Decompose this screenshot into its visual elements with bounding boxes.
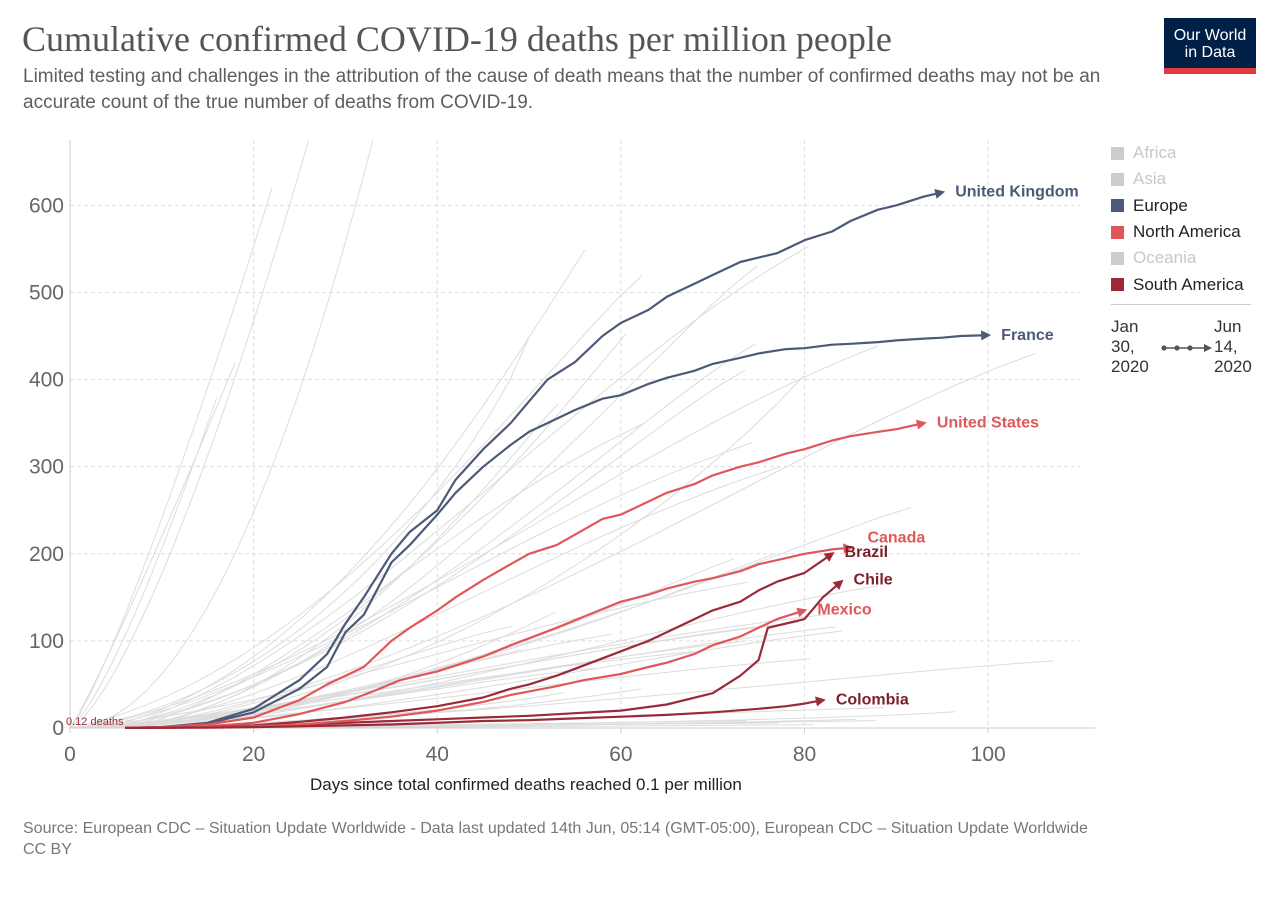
- chart-title: Cumulative confirmed COVID-19 deaths per…: [22, 19, 892, 59]
- background-country-line: [81, 658, 810, 729]
- series-arrowhead: [796, 607, 808, 618]
- gridlines: [70, 140, 1080, 728]
- y-tick-label: 300: [29, 456, 64, 479]
- series-label-canada[interactable]: Canada: [867, 529, 925, 546]
- background-country-line: [70, 274, 643, 729]
- series-label-united-states[interactable]: United States: [937, 414, 1039, 431]
- x-tick-label: 60: [609, 743, 632, 766]
- legend-label: Europe: [1133, 195, 1188, 215]
- y-tick-label: 400: [29, 369, 64, 392]
- y-tick-label: 200: [29, 543, 64, 566]
- series-arrowhead: [981, 330, 992, 341]
- legend-item-africa[interactable]: Africa: [1111, 140, 1259, 166]
- legend-label: South America: [1133, 274, 1244, 294]
- timeline-play-track[interactable]: [1161, 343, 1213, 353]
- legend-swatch: [1111, 225, 1124, 239]
- series-arrowhead: [832, 579, 844, 591]
- x-tick-label: 100: [971, 743, 1006, 766]
- series-label-chile[interactable]: Chile: [854, 572, 893, 589]
- x-tick-label: 80: [793, 743, 816, 766]
- legend-label: Oceania: [1133, 248, 1197, 268]
- series-line-united-states[interactable]: [125, 422, 925, 729]
- legend-label: Africa: [1133, 143, 1177, 163]
- legend-label: North America: [1133, 222, 1241, 242]
- x-tick-label: 0: [64, 743, 76, 766]
- background-country-line: [75, 581, 748, 729]
- background-country-line: [127, 466, 781, 729]
- series-line-france[interactable]: [125, 334, 989, 729]
- legend-item-oceania[interactable]: Oceania: [1111, 245, 1259, 271]
- background-country-line: [69, 139, 374, 729]
- series-label-united-kingdom[interactable]: United Kingdom: [955, 184, 1079, 201]
- background-country-line: [102, 249, 586, 729]
- legend-swatch: [1111, 146, 1124, 160]
- series-line-brazil[interactable]: [125, 552, 833, 729]
- legend-label: Asia: [1133, 169, 1167, 189]
- series-label-mexico[interactable]: Mexico: [817, 601, 871, 618]
- series-label-brazil[interactable]: Brazil: [845, 544, 889, 561]
- axes: 0 100 200 300 400 500 600 0 20 40 60 80 100 0.12 deat…: [29, 140, 1095, 766]
- background-country-line: [89, 506, 912, 729]
- series-line-mexico[interactable]: [125, 609, 805, 729]
- series-arrowhead: [815, 696, 826, 707]
- background-country-line: [76, 336, 530, 729]
- background-country-line: [69, 187, 273, 729]
- legend-item-asia[interactable]: Asia: [1111, 166, 1259, 192]
- y-tick-label: 600: [29, 194, 64, 217]
- series-line-colombia[interactable]: [125, 699, 824, 729]
- background-country-lines: [69, 139, 1054, 729]
- source-text: Source: European CDC – Situation Update …: [23, 820, 1088, 837]
- background-country-line: [134, 265, 758, 729]
- background-country-line: [94, 442, 753, 729]
- background-country-line: [116, 245, 809, 729]
- background-country-line: [104, 334, 626, 729]
- series-label-colombia[interactable]: Colombia: [836, 692, 909, 709]
- timeline-start-label: Jan 30, 2020: [1111, 316, 1149, 376]
- legend: Africa Asia Europe North America Oceania Sout…: [1111, 140, 1259, 383]
- legend-swatch: [1111, 172, 1124, 186]
- license-link[interactable]: CC BY: [23, 841, 72, 858]
- background-country-line: [69, 139, 310, 729]
- source-footer: Source: European CDC – Situation Update …: [23, 818, 1223, 860]
- legend-swatch: [1111, 278, 1124, 292]
- legend-item-north-america[interactable]: North America: [1111, 219, 1259, 245]
- timeline-control[interactable]: Jan 30, 2020 Jun 14, 2020: [1111, 317, 1259, 383]
- series-arrowhead: [934, 189, 946, 199]
- series-arrowhead: [915, 419, 927, 430]
- x-tick-label: 20: [242, 743, 265, 766]
- series-line-united-kingdom[interactable]: [125, 191, 943, 729]
- background-country-line: [69, 396, 218, 729]
- background-country-line: [109, 640, 746, 729]
- y-tick-label: 0: [52, 717, 64, 740]
- series-lines: [125, 189, 992, 729]
- logo-line-1: Our World: [1173, 27, 1247, 44]
- x-tick-label: 40: [426, 743, 449, 766]
- series-arrowhead: [843, 543, 854, 554]
- background-country-line: [78, 621, 799, 729]
- legend-swatch: [1111, 251, 1124, 265]
- series-arrowhead: [823, 552, 835, 562]
- series-line-canada[interactable]: [125, 546, 851, 729]
- legend-swatch: [1111, 199, 1124, 213]
- timeline-end-label: Jun 14, 2020: [1214, 316, 1252, 376]
- x-axis-label: Days since total confirmed deaths reache…: [310, 775, 742, 794]
- chart-subtitle: Limited testing and challenges in the at…: [23, 66, 1101, 113]
- y-tick-label: 500: [29, 281, 64, 304]
- start-annotation: 0.12 deaths: [66, 716, 124, 728]
- series-labels: United Kingdom France United States CanadaB…: [817, 184, 1078, 709]
- background-country-line: [69, 361, 236, 729]
- background-country-line: [86, 345, 878, 729]
- legend-item-south-america[interactable]: South America: [1111, 271, 1259, 297]
- legend-divider: [1111, 303, 1251, 305]
- y-tick-label: 100: [29, 630, 64, 653]
- legend-item-europe[interactable]: Europe: [1111, 193, 1259, 219]
- background-country-line: [136, 585, 879, 729]
- background-country-line: [131, 375, 805, 729]
- owid-logo[interactable]: Our World in Data: [1164, 18, 1256, 74]
- series-label-france[interactable]: France: [1001, 327, 1054, 344]
- logo-line-2: in Data: [1184, 44, 1236, 61]
- background-country-line: [76, 613, 833, 729]
- background-country-line: [132, 422, 645, 729]
